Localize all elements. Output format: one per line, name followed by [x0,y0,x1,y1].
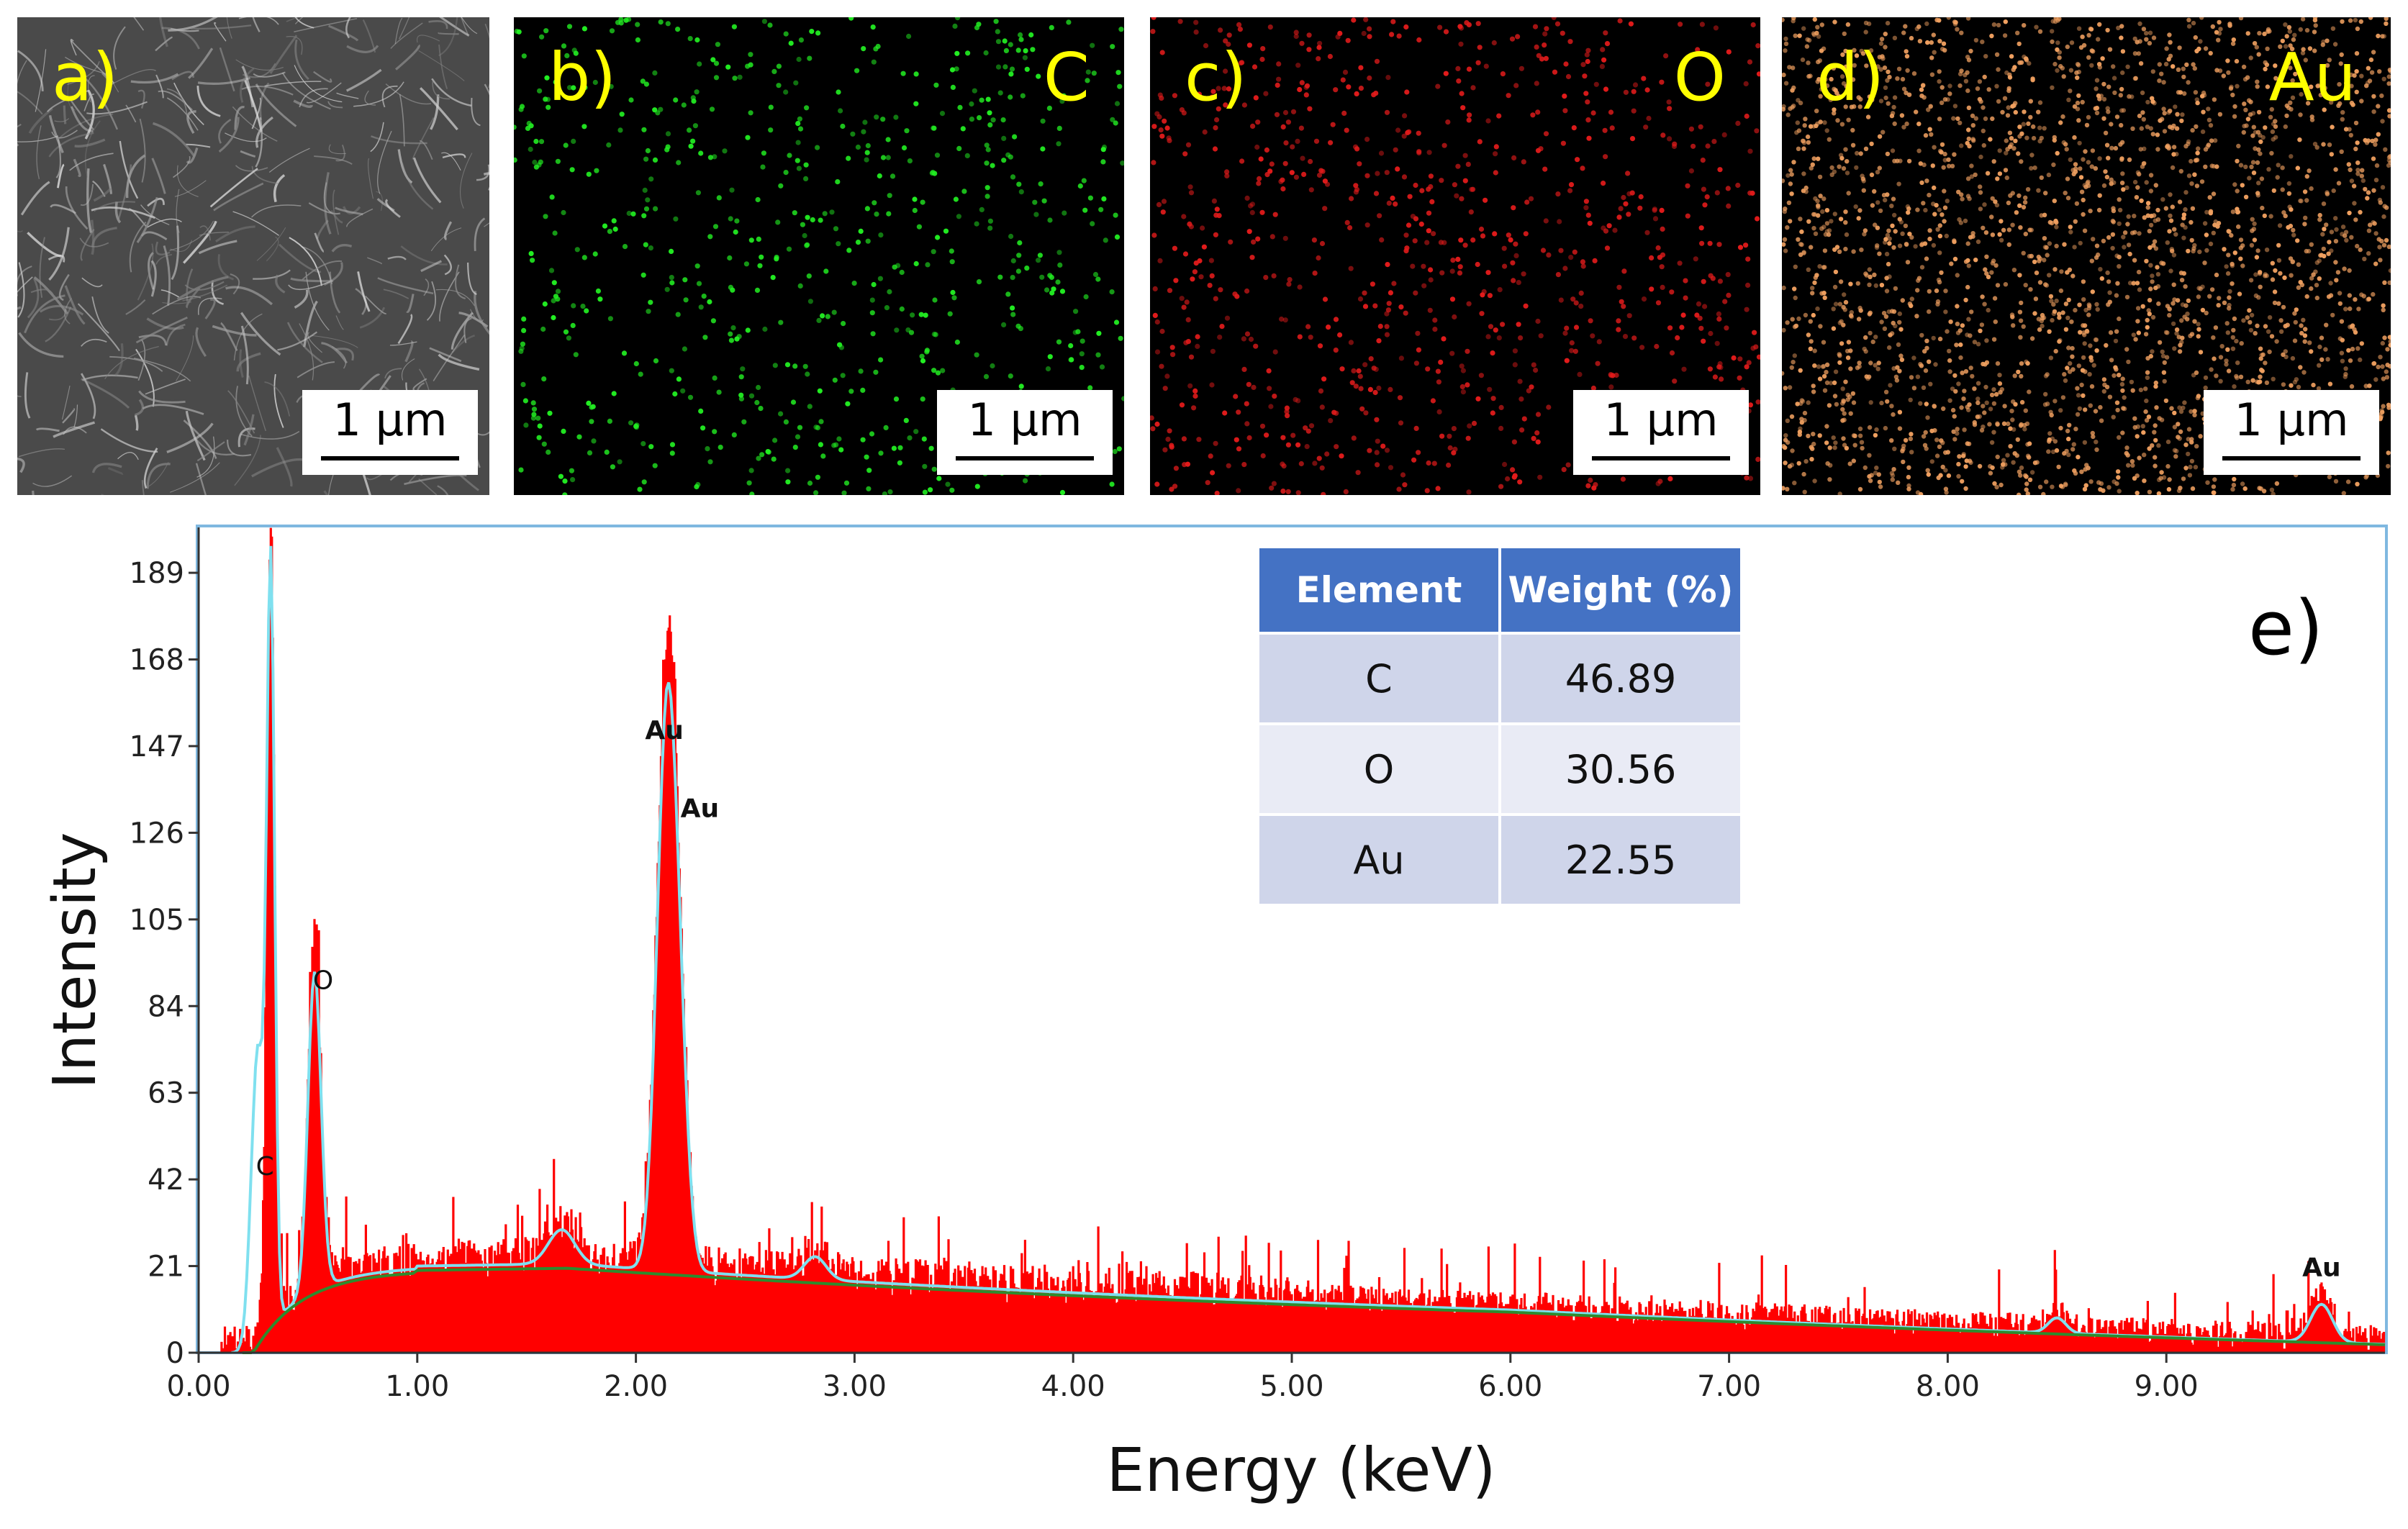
scale-text-c: 1 μm [1603,394,1719,446]
y-tick-label: 147 [130,730,184,763]
x-tick-label: 6.00 [1478,1370,1542,1403]
cell-weight: 22.55 [1501,816,1743,907]
peak-label: O [313,966,333,996]
header-weight: Weight (%) [1501,548,1743,635]
panel-a-sem-image: a) 1 μm [17,17,489,495]
scale-line-d [2222,456,2361,460]
table-header-row: Element Weight (%) [1259,548,1743,635]
scale-bar-c: 1 μm [1573,390,1749,475]
gold-dots [1782,17,2391,495]
eds-spectrum-chart: 0 21 42 63 84 105 126 147 168 189 0.00 1.00 2.00 3.0… [41,525,2388,1505]
x-tick-label: 2.00 [604,1370,668,1403]
scale-line-c [1592,456,1730,460]
header-element: Element [1259,548,1501,635]
y-tick-label: 105 [130,904,184,937]
y-tick-label: 42 [148,1163,184,1197]
panel-c-oxygen-map: c) O 1 μm [1150,17,1760,495]
y-tick-label: 168 [130,644,184,677]
scale-text-d: 1 μm [2234,394,2349,446]
carbon-dots [514,17,1124,495]
weight-table: Element Weight (%) C 46.89 O 30.56 Au 22… [1259,548,1743,907]
oxygen-dots [1150,17,1760,495]
peak-label: Au [2302,1253,2341,1283]
x-tick-label: 0.00 [166,1370,230,1403]
x-tick-label: 7.00 [1697,1370,1761,1403]
x-axis-ticks: 0.00 1.00 2.00 3.00 4.00 5.00 6.00 7.00 8.00 9.00 [166,1351,2385,1403]
y-axis-label: Intensity [41,832,109,1089]
spectrum-bars [220,527,2386,1353]
peak-label: C [256,1152,274,1181]
panel-element-d: Au [2268,39,2356,116]
x-axis-label: Energy (keV) [1106,1435,1495,1505]
scale-bar-b: 1 μm [937,390,1113,475]
y-tick-label: 189 [130,557,184,590]
scale-bar-d: 1 μm [2204,390,2379,475]
panel-label-d: d) [1816,39,1885,116]
scale-bar-a: 1 μm [302,390,478,475]
cell-element: Au [1259,816,1501,907]
y-tick-label: 21 [148,1251,184,1284]
x-tick-label: 9.00 [2135,1370,2199,1403]
panel-label-e: e) [2248,584,2324,672]
y-tick-label: 0 [166,1337,184,1370]
cell-weight: 30.56 [1501,725,1743,816]
sem-texture [17,17,489,495]
y-axis-ticks: 0 21 42 63 84 105 126 147 168 189 [130,527,200,1370]
panel-element-c: O [1673,39,1726,116]
table-row: Au 22.55 [1259,816,1743,907]
x-tick-label: 8.00 [1916,1370,1980,1403]
panel-b-carbon-map: b) C 1 μm [514,17,1124,495]
panel-d-gold-map: d) Au 1 μm [1782,17,2391,495]
x-tick-label: 3.00 [823,1370,887,1403]
background-line [242,1266,2386,1354]
panel-label-a: a) [52,39,119,116]
table-row: C 46.89 [1259,635,1743,725]
panel-label-b: b) [548,39,617,116]
scale-line-a [321,456,459,460]
cell-weight: 46.89 [1501,635,1743,725]
y-tick-label: 63 [148,1077,184,1110]
y-tick-label: 126 [130,817,184,850]
peak-label: Au [645,716,684,745]
scale-text-b: 1 μm [967,394,1082,446]
cell-element: O [1259,725,1501,816]
peak-label: Au [681,794,720,823]
scale-line-b [956,456,1094,460]
table-row: O 30.56 [1259,725,1743,816]
panel-label-c: c) [1185,39,1247,116]
x-tick-label: 1.00 [385,1370,449,1403]
y-tick-label: 84 [148,990,184,1023]
scale-text-a: 1 μm [332,394,448,446]
panel-element-b: C [1043,39,1090,116]
cell-element: C [1259,635,1501,725]
x-tick-label: 4.00 [1041,1370,1105,1403]
x-tick-label: 5.00 [1259,1370,1323,1403]
